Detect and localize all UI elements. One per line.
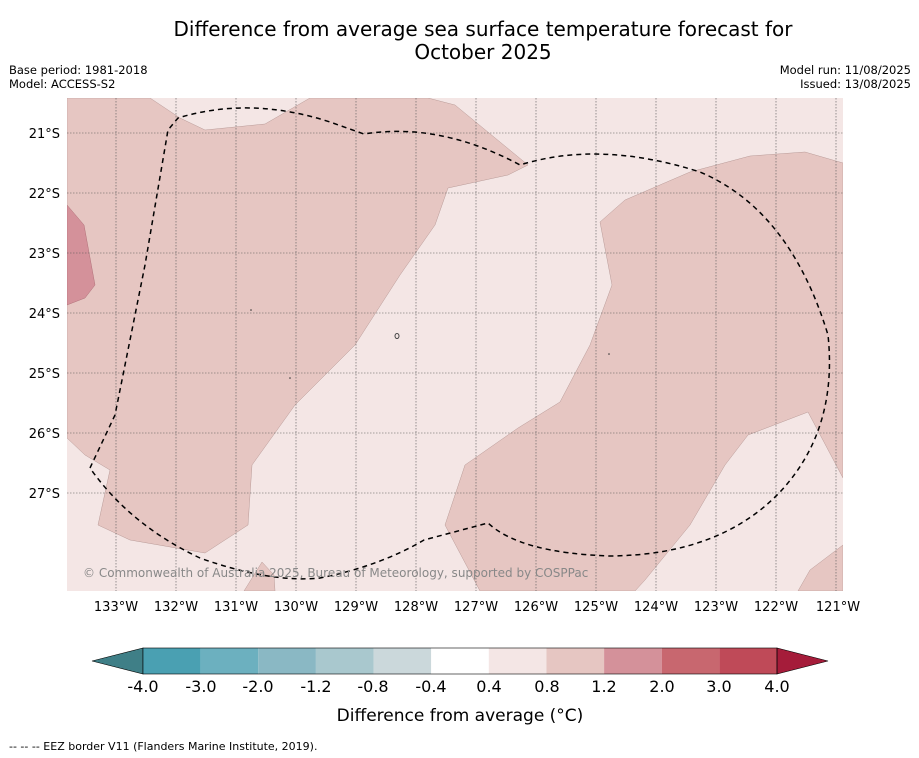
colorbar-extend-low [91,647,144,675]
lon-label: 130°W [274,600,318,615]
colorbar-tick-label: -0.8 [357,677,388,696]
colorbar-tick-label: 2.0 [649,677,674,696]
lat-label: 23°S [29,247,60,262]
model-name: Model: ACCESS-S2 [9,77,116,91]
anomaly-region-west [67,98,529,554]
lon-label: 124°W [634,600,678,615]
colorbar-segment [488,648,547,674]
lat-label: 22°S [29,187,60,202]
lon-label: 129°W [334,600,378,615]
anomaly-region-west-strong [67,204,96,306]
anomaly-patch-south-1 [243,561,276,591]
meta-left: Base period: 1981-2018 Model: ACCESS-S2 [9,63,148,91]
colorbar-tick-label: -4.0 [127,677,158,696]
colorbar-segment [315,648,374,674]
title-line-2: October 2025 [414,40,552,64]
lon-label: 132°W [154,600,198,615]
colorbar-segment [719,648,777,674]
lon-label: 131°W [214,600,258,615]
copyright-text: © Commonwealth of Australia 2025, Bureau… [83,566,588,580]
colorbar-tick-label: -1.2 [300,677,331,696]
longitude-labels: 133°W 132°W 131°W 130°W 129°W 128°W 127°… [94,600,860,615]
footnote: -- -- -- EEZ border V11 (Flanders Marine… [9,740,318,753]
title-line-1: Difference from average sea surface temp… [173,17,793,41]
anomaly-region-east [444,151,843,591]
colorbar-tick-labels: -4.0 -3.0 -2.0 -1.2 -0.8 -0.4 0.4 0.8 1.… [127,677,789,696]
colorbar-extend-high [776,647,829,675]
colorbar-segment [373,648,432,674]
model-run: Model run: 11/08/2025 [779,63,911,77]
colorbar-segment [431,648,489,674]
map-title: Difference from average sea surface temp… [0,18,919,64]
lat-label: 26°S [29,427,60,442]
gridlines [67,98,843,591]
latitude-labels: 21°S 22°S 23°S 24°S 25°S 26°S 27°S [29,127,60,502]
lon-label: 126°W [514,600,558,615]
meta-right: Model run: 11/08/2025 Issued: 13/08/2025 [780,63,911,91]
lat-label: 24°S [29,307,60,322]
lon-label: 127°W [454,600,498,615]
lon-label: 128°W [394,600,438,615]
colorbar-tick-label: 0.8 [534,677,559,696]
anomaly-patch-south-2 [797,544,843,591]
island-4 [608,353,610,355]
lon-label: 123°W [694,600,738,615]
colorbar-tick-label: -0.4 [415,677,446,696]
colorbar-tick-label: 3.0 [706,677,731,696]
colorbar [91,647,829,675]
colorbar-segment [604,648,662,674]
lon-label: 121°W [816,600,860,615]
colorbar-outline [142,647,778,675]
lat-label: 25°S [29,367,60,382]
colorbar-segment [258,648,316,674]
lat-label: 21°S [29,127,60,142]
issued-date: Issued: 13/08/2025 [800,77,911,91]
island-3 [289,377,291,379]
colorbar-tick-label: 4.0 [764,677,789,696]
colorbar-title: Difference from average (°C) [337,706,584,726]
colorbar-tick-label: 0.4 [476,677,501,696]
lon-label: 133°W [94,600,138,615]
lon-label: 122°W [754,600,798,615]
map-panel: © Commonwealth of Australia 2025, Bureau… [67,98,843,591]
colorbar-tick-label: -2.0 [242,677,273,696]
colorbar-tick-label: -3.0 [185,677,216,696]
island-2 [250,309,252,311]
colorbar-tick-label: 1.2 [591,677,616,696]
colorbar-segment [661,648,720,674]
colorbar-segment [200,648,259,674]
colorbar-segment [546,648,605,674]
island-1 [394,333,400,339]
lon-label: 125°W [574,600,618,615]
lat-label: 27°S [29,487,60,502]
base-period: Base period: 1981-2018 [9,63,148,77]
eez-border [89,107,831,580]
colorbar-segment [143,648,201,674]
